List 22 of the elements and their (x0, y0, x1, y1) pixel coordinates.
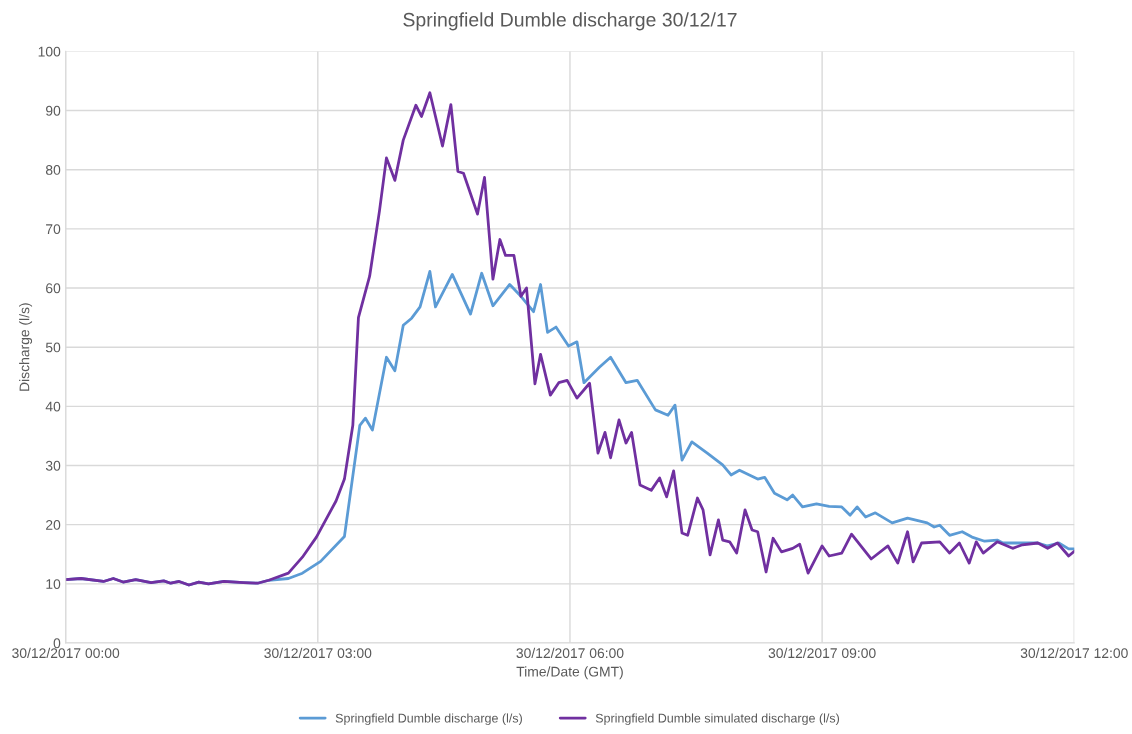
legend-label: Springfield Dumble simulated discharge (l/s) (595, 713, 839, 726)
y-tick-label: 40 (45, 401, 61, 412)
y-tick-label: 60 (46, 283, 61, 294)
x-axis-title: Time/Date (GMT) (516, 666, 623, 680)
y-tick-label: 30 (45, 460, 61, 471)
y-tick-label: 20 (46, 520, 61, 530)
line-series (65, 91, 1075, 587)
y-tick-label: 50 (45, 342, 61, 353)
x-tick-label: 30/12/2017 00:00 (12, 647, 120, 659)
legend-label: Springfield Dumble discharge (l/s) (335, 713, 522, 726)
y-tick-label: 10 (46, 579, 61, 589)
y-tick-label: 100 (38, 46, 61, 57)
y-tick-label: 90 (46, 105, 61, 116)
x-tick-label: 30/12/2017 06:00 (516, 647, 624, 659)
x-tick-label: 30/12/2017 03:00 (264, 647, 372, 659)
x-tick-label: 30/12/2017 09:00 (768, 647, 876, 659)
x-tick-label: 30/12/2017 12:00 (1020, 647, 1128, 659)
y-tick-label: 0 (53, 638, 61, 649)
y-tick-label: 70 (46, 224, 61, 235)
chart-title: Springfield Dumble discharge 30/12/17 (403, 12, 737, 31)
y-axis-title: Discharge (l/s) (19, 303, 33, 391)
y-tick-label: 80 (45, 165, 61, 175)
